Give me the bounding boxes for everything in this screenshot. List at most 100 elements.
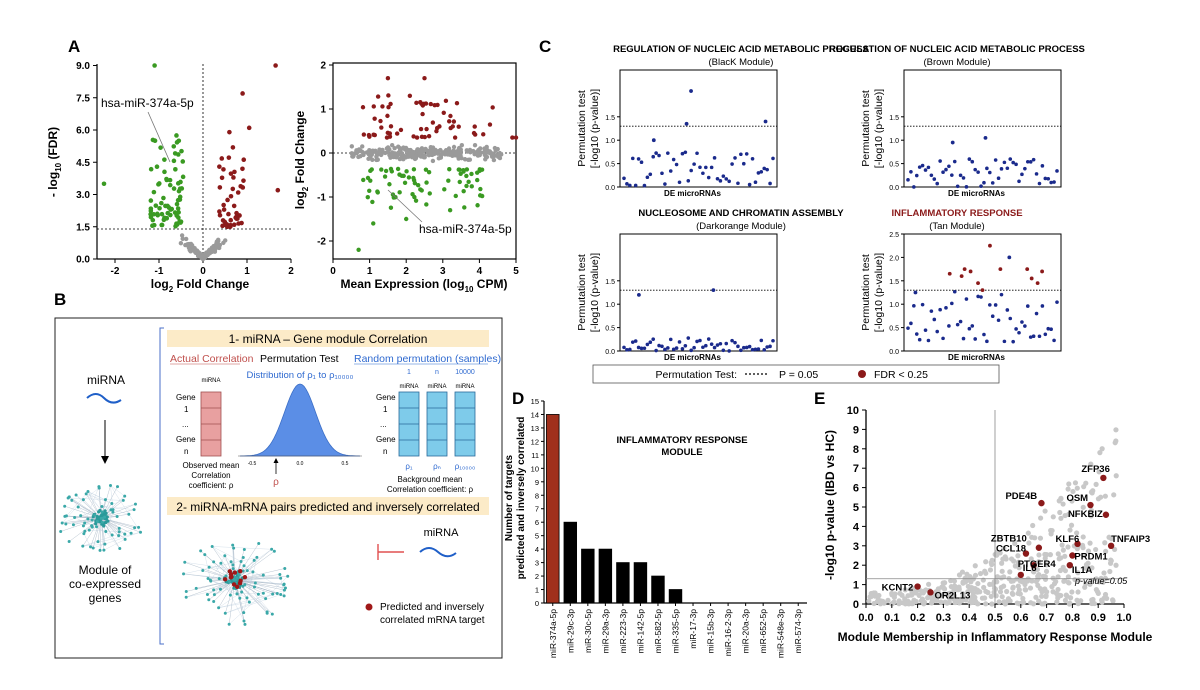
enrichment-module: (Tan Module) [929,221,984,232]
enrichment-point [950,301,954,306]
enrichment-frame [619,233,778,352]
scatter-point [988,593,994,600]
volcano-point-up [241,157,247,163]
scatter-point [1049,584,1055,590]
bar-miR-582-5p [651,575,665,604]
network-node [132,508,136,512]
volcano-y-tick-label: 7.5 [76,93,90,104]
enrichment-point-fdr [968,269,973,274]
observed-text-3: coefficient: ρ [189,481,234,490]
enrichment-point [914,332,919,336]
ma-y-label: log2 Fold Change [293,110,310,209]
scatter-y-tick-label: 0 [853,599,859,611]
ma-point-ns [349,144,355,149]
ma-y-tick-label: 2 [320,61,326,72]
volcano-point-up [221,202,226,208]
enrichment-title: NUCLEOSOME AND CHROMATIN ASSEMBLY [638,208,844,219]
ma-point-down [475,203,480,208]
enrichment-point [671,157,676,162]
network-node [223,611,227,615]
enrichment-point [923,328,928,332]
volcano-point-down [173,223,178,229]
network-node [104,511,108,515]
scatter-x-tick-label: 0.6 [1013,612,1028,624]
network-edge [212,546,272,550]
enrichment-point [666,151,670,155]
enrichment-point [923,168,928,172]
scatter-point [1075,589,1081,595]
network-node [81,544,85,548]
network-node [264,597,268,601]
enrichment-point [1014,327,1018,331]
enrichment-point [1020,320,1024,324]
network-node [71,523,75,527]
enrichment-point [622,176,626,181]
enrichment-x-label: DE microRNAs [948,353,1005,362]
scatter-point [1027,585,1034,591]
scatter-gene-label: ZBTB10 [991,534,1027,545]
enrichment-point [625,182,629,186]
bar-y-tick-label: 9 [535,478,539,487]
scatter-y-label: -log10 p-value (IBD vs HC) [823,430,837,580]
ma-point-down [371,221,376,226]
legend-fdr: FDR < 0.25 [874,369,928,381]
scatter-point [1088,513,1094,519]
enrichment-point [1031,334,1036,338]
volcano-point-down [175,206,181,211]
enrichment-point [684,121,689,126]
scatter-point [1085,560,1091,566]
enrichment-point [1034,311,1039,316]
scatter-point [983,588,989,594]
enrichment-point [660,344,664,349]
volcano-point-up [240,91,245,96]
ma-point-down [406,175,412,180]
enrichment-point [1028,160,1033,164]
network-node [243,622,247,626]
network-edge [213,561,245,622]
network-node [232,577,236,581]
volcano-annotation-leader [147,111,171,163]
module-label-1: Module of [79,563,132,577]
ma-point-down [424,180,429,185]
scatter-point [965,583,971,590]
scatter-point [906,601,912,607]
network-node [133,526,137,530]
ma-point-ns [430,158,436,164]
scatter-point [968,579,974,585]
volcano-point-down [153,203,159,208]
enrichment-point [929,173,934,178]
scatter-gene-point [1074,540,1081,548]
scatter-point [1100,579,1106,585]
network-node [115,514,119,518]
volcano-y-tick-label: 9.0 [76,61,90,72]
scatter-point [970,590,977,596]
ma-annotation: hsa-miR-374a-5p [419,222,512,236]
volcano-point-up [226,155,232,160]
bar-x-label: miR-574-3p [793,609,803,654]
enrichment-point [663,347,667,352]
volcano-point-down [150,217,156,223]
enrichment-y-tick-label: 0.0 [605,185,615,192]
network-edge [62,517,102,524]
scatter-point [1049,527,1055,534]
random-rho: ρ₁ [405,462,413,471]
volcano-point-down [171,158,177,164]
enrichment-point [970,324,975,328]
enrichment-point [961,336,966,341]
network-node [100,520,104,524]
scatter-point [1037,585,1043,592]
network-edge [234,579,284,586]
enrichment-point [938,159,942,163]
ma-point-down [415,183,421,188]
enrichment-point [938,307,942,312]
enrichment-point [1031,157,1036,162]
enrichment-y-label-1: Permutation test [576,254,588,331]
bar-x-label: miR-548e-3p [776,609,786,658]
volcano-point-up [232,169,237,175]
network-edge [204,554,211,582]
enrichment-point-fdr [947,271,952,276]
network-node [253,581,257,585]
scatter-point [1110,598,1116,604]
scatter-point [1043,593,1049,600]
schematic-frame [54,317,503,659]
